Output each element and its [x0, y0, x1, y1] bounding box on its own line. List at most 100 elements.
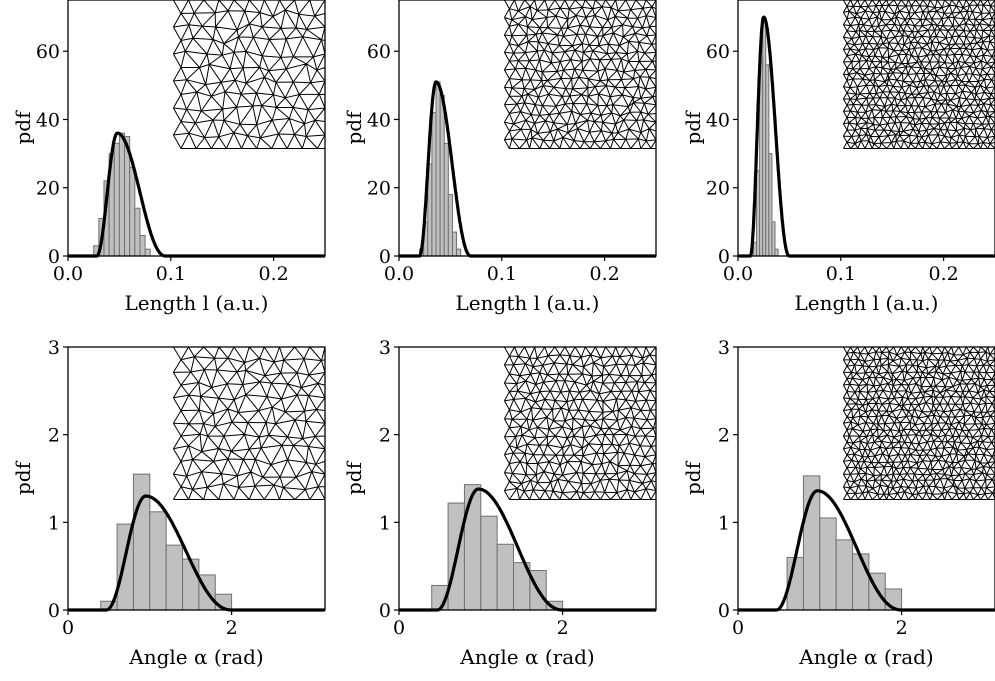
y-tick-label: 0 [718, 246, 730, 268]
histogram-bar [144, 248, 151, 257]
x-axis-label: Angle α (rad) [128, 645, 263, 669]
mesh-inset [503, 0, 657, 149]
y-tick-label: 3 [379, 337, 391, 359]
histogram-bar [132, 473, 151, 611]
x-tick-label: 0 [62, 617, 74, 639]
y-tick-label: 1 [718, 512, 730, 534]
histogram-bar [139, 235, 146, 257]
x-tick-label: 2 [896, 617, 908, 639]
histogram-bar [463, 484, 482, 611]
x-axis-label: Length l (a.u.) [795, 291, 939, 315]
axes-frame [398, 346, 657, 611]
mesh-lines [842, 0, 995, 149]
fit-curve [68, 131, 325, 258]
histogram-bar [431, 112, 437, 257]
y-tick-label: 0 [48, 246, 60, 268]
y-tick-label: 20 [367, 178, 391, 200]
x-tick-label: 0.2 [928, 263, 958, 285]
axes-frame [67, 0, 326, 257]
y-axis-label: pdf [11, 460, 35, 495]
y-tick-label: 0 [48, 600, 60, 622]
x-axis-label: Angle α (rad) [798, 645, 933, 669]
fit-curve [399, 487, 656, 612]
y-tick-label: 1 [379, 512, 391, 534]
mesh-inset [172, 0, 326, 149]
histogram-bar [113, 142, 120, 257]
mesh-lines [503, 0, 657, 149]
fit-curve [68, 494, 325, 612]
panel-bottom-center: 0 2 0 1 2 3 Angle α (rad) pdf [342, 337, 657, 669]
x-tick-label: 0 [732, 617, 744, 639]
mesh-inset [842, 346, 995, 500]
histogram-bar [852, 553, 870, 611]
panel-top-center: 0.0 0.1 0.2 0 20 40 60 Length l (a.u.) pdf [342, 0, 657, 315]
panel-bottom-right: 0 2 0 1 2 3 Angle α (rad) pdf [681, 337, 995, 669]
y-tick-label: 40 [36, 109, 60, 131]
y-tick-label: 40 [367, 109, 391, 131]
x-tick-label: 0.1 [156, 263, 186, 285]
x-tick-label: 0.2 [258, 263, 288, 285]
y-tick-label: 20 [36, 178, 60, 200]
histogram-bar [480, 515, 498, 611]
histogram-bar [447, 194, 453, 257]
y-tick-label: 40 [706, 109, 730, 131]
y-axis-label: pdf [681, 110, 705, 145]
y-tick-label: 2 [718, 425, 730, 447]
axes-frame [737, 0, 995, 257]
y-tick-label: 0 [379, 600, 391, 622]
y-axis-label: pdf [681, 460, 705, 495]
y-axis-label: pdf [342, 110, 366, 145]
mesh-inset [172, 346, 326, 500]
panel-top-left: 0.0 0.1 0.2 0 20 40 60 Length l (a.u.) pdf [11, 0, 326, 315]
panel-bottom-left: 0 2 0 1 2 3 Angle α (rad) pdf [11, 337, 326, 669]
histogram-bar [134, 207, 141, 257]
y-axis-label: pdf [11, 110, 35, 145]
y-tick-label: 0 [379, 246, 391, 268]
axes-frame [737, 346, 995, 611]
x-tick-label: 0.1 [487, 263, 517, 285]
axes-frame [398, 0, 657, 257]
histogram-bar [129, 166, 136, 257]
mesh-inset [503, 346, 657, 500]
panel-top-right: 0.0 0.1 0.2 0 20 40 60 Length l (a.u.) pdf [681, 0, 995, 315]
x-axis-label: Length l (a.u.) [456, 291, 600, 315]
y-tick-label: 60 [36, 41, 60, 63]
y-tick-label: 1 [48, 512, 60, 534]
fit-curve [738, 15, 995, 258]
histogram-bar [439, 95, 445, 257]
histogram-bar [443, 142, 449, 257]
y-axis-label: pdf [342, 460, 366, 495]
histogram-bar [435, 81, 441, 257]
y-tick-label: 20 [706, 178, 730, 200]
mesh-inset [842, 0, 995, 149]
fit-curve [738, 489, 995, 612]
fit-curve [399, 80, 656, 258]
x-tick-label: 0.1 [826, 263, 856, 285]
histogram-bar [182, 558, 200, 611]
y-tick-label: 2 [379, 425, 391, 447]
x-tick-label: 2 [557, 617, 569, 639]
y-tick-label: 2 [48, 425, 60, 447]
y-tick-label: 3 [718, 337, 730, 359]
y-tick-label: 60 [706, 41, 730, 63]
histogram-bar [456, 248, 462, 257]
histogram-bar [451, 231, 458, 257]
mesh-lines [172, 0, 326, 149]
x-axis-label: Length l (a.u.) [125, 291, 269, 315]
x-tick-label: 0.0 [723, 263, 753, 285]
x-tick-label: 0.0 [53, 263, 83, 285]
x-tick-label: 2 [226, 617, 238, 639]
histogram-bar [496, 543, 515, 611]
x-tick-label: 0 [393, 617, 405, 639]
histogram-bar [819, 517, 837, 611]
x-tick-label: 0.2 [589, 263, 619, 285]
histogram-bar [149, 511, 167, 611]
y-tick-label: 0 [718, 600, 730, 622]
histogram-bar [774, 248, 779, 257]
histogram-bar [835, 539, 854, 611]
histogram-bar [118, 132, 126, 257]
x-axis-label: Angle α (rad) [459, 645, 594, 669]
axes-frame [67, 346, 326, 611]
x-tick-label: 0.0 [384, 263, 414, 285]
